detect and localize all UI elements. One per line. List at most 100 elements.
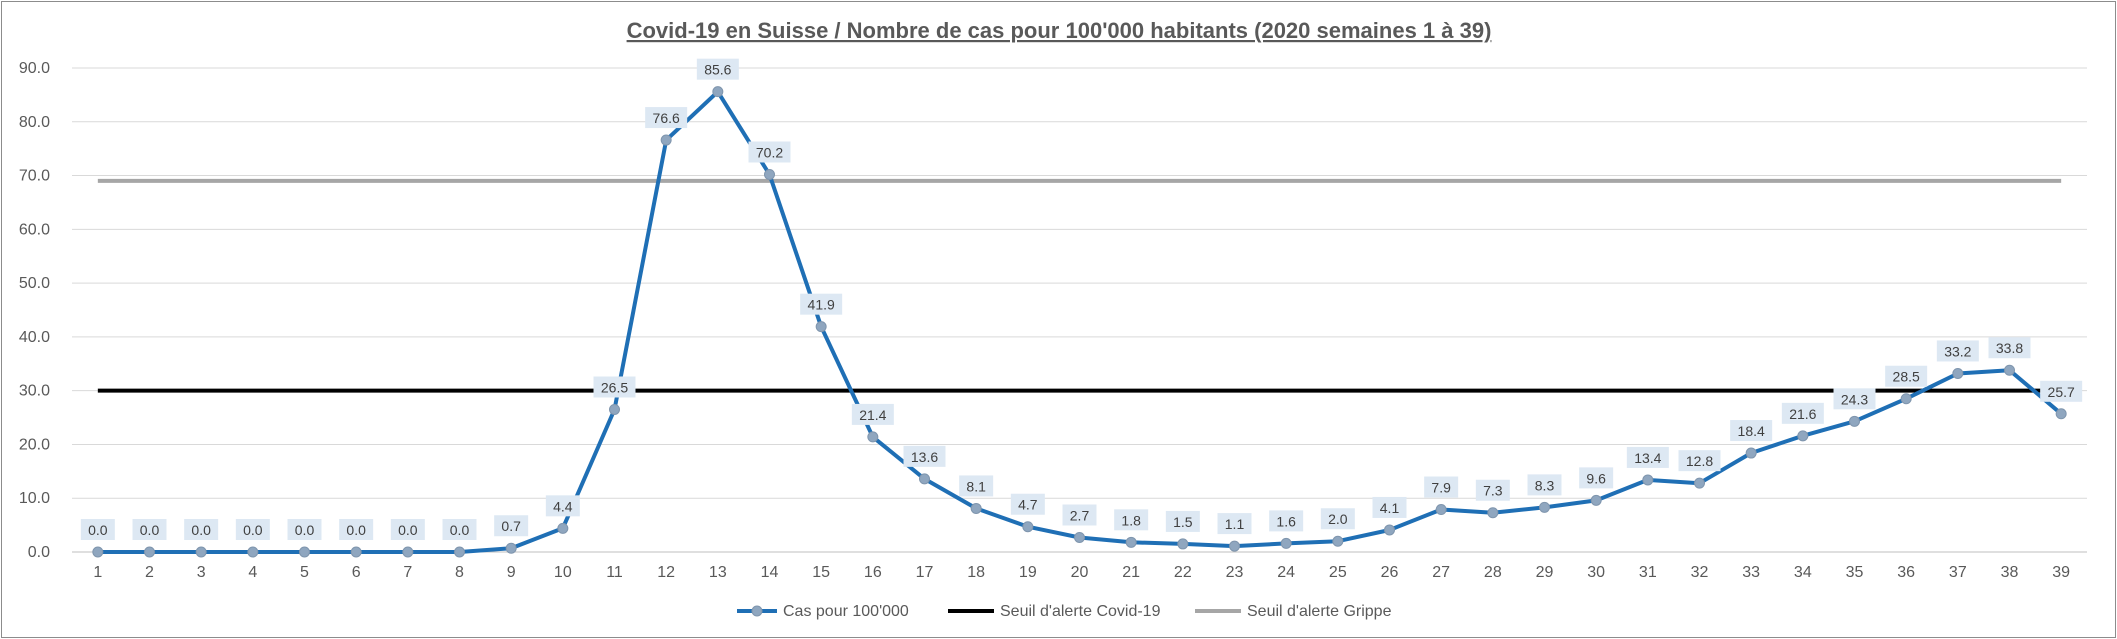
gridlines [72,67,2087,553]
data-label-box [593,376,636,398]
data-label-box [645,107,688,129]
threshold-lines [97,178,2062,393]
y-tick-label: 60.0 [19,221,50,238]
data-label-box [442,519,477,540]
data-label-box [1730,420,1773,442]
data-point [402,546,414,558]
x-tick-label: 2 [145,564,154,581]
y-tick-label: 0.0 [28,544,50,561]
data-label: 13.6 [911,449,938,465]
x-tick-label: 5 [300,564,309,581]
data-label-box [545,495,580,517]
data-point [1435,504,1447,516]
data-label-box [1269,510,1304,532]
data-label: 9.6 [1586,470,1606,486]
data-point [609,403,620,415]
data-point [144,546,155,558]
data-label: 8.3 [1535,477,1555,493]
data-label-box [287,519,322,540]
legend: Cas pour 100'000 Seuil d'alerte Covid-19 S… [737,603,1392,620]
data-label: 0.0 [88,522,108,538]
x-tick-label: 15 [812,564,830,581]
legend-label: Seuil d'alerte Covid-19 [1000,603,1161,620]
x-tick-label: 38 [2001,564,2019,581]
data-point [1384,524,1395,536]
data-label: 0.0 [450,522,470,538]
y-axis-ticks: 0.0 10.0 20.0 30.0 40.0 50.0 60.0 70.0 80.0 90.0 [19,60,50,561]
data-label: 0.7 [501,518,521,534]
data-point [1694,477,1705,489]
data-label: 2.7 [1070,507,1090,523]
data-label-box [1424,476,1459,498]
x-tick-label: 10 [554,564,572,581]
data-label: 4.4 [553,498,573,514]
x-tick-label: 25 [1329,564,1347,581]
data-label-box [903,445,946,467]
data-point [1900,393,1912,405]
data-point [1177,538,1189,550]
data-label: 1.6 [1276,513,1296,529]
data-point [1229,540,1240,552]
data-point [867,431,879,443]
x-tick-label: 21 [1122,564,1140,581]
data-label-box [1833,388,1876,410]
x-tick-label: 16 [864,564,882,581]
data-point [1022,521,1034,533]
data-label: 0.0 [243,522,263,538]
data-label: 26.5 [601,379,628,395]
data-label-box [2040,380,2083,402]
y-tick-label: 80.0 [19,114,50,131]
data-point [764,168,775,180]
data-label: 4.7 [1018,497,1038,513]
x-tick-label: 17 [916,564,934,581]
data-label: 21.6 [1789,406,1816,422]
data-label: 0.0 [140,522,160,538]
data-label-box [132,519,167,540]
data-label: 18.4 [1738,423,1765,439]
data-label-box [80,519,115,540]
data-label-box [1010,493,1045,515]
data-label-box [1936,340,1979,362]
x-tick-label: 13 [709,564,727,581]
legend-marker [751,605,763,617]
data-label-box [1165,510,1200,532]
cases-series [92,86,2067,558]
data-label-box [1626,446,1669,468]
data-label-box [1781,402,1824,424]
data-label-box [339,519,374,540]
y-tick-label: 10.0 [19,490,50,507]
data-label: 85.6 [704,62,731,78]
x-tick-label: 18 [967,564,985,581]
data-point [1745,447,1757,459]
data-label: 76.6 [653,110,680,126]
data-label: 33.8 [1996,340,2023,356]
data-label: 41.9 [808,297,835,313]
data-point [1590,494,1602,506]
x-axis-ticks: 1 2 3 4 5 6 7 8 9 10 11 12 13 14 15 16 17 18 19 20 21 22 23 24 2… [93,564,2070,581]
x-tick-label: 28 [1484,564,1502,581]
data-point [1487,507,1499,519]
x-tick-label: 37 [1949,564,1967,581]
x-tick-label: 31 [1639,564,1657,581]
data-label-box [1217,513,1252,535]
data-label-box [235,519,270,540]
x-tick-label: 6 [352,564,361,581]
data-label-box [1372,496,1407,518]
data-label: 70.2 [756,144,783,160]
data-label: 1.5 [1173,514,1193,530]
x-tick-label: 3 [197,564,206,581]
x-tick-label: 24 [1277,564,1295,581]
data-point [919,473,930,485]
data-point [195,546,207,558]
data-label: 1.1 [1225,516,1245,532]
x-tick-label: 30 [1587,564,1605,581]
data-point [660,134,672,146]
data-label: 0.0 [398,522,418,538]
data-point [350,546,362,558]
x-tick-label: 22 [1174,564,1192,581]
x-tick-label: 23 [1226,564,1244,581]
y-tick-label: 70.0 [19,168,50,185]
data-label: 2.0 [1328,511,1348,527]
data-label-box [1678,450,1721,472]
